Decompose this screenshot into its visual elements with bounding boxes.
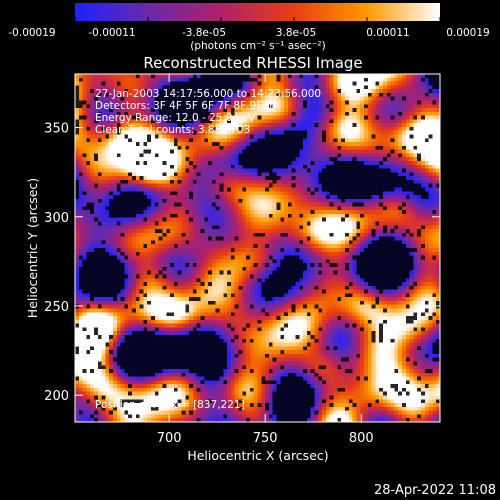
colorbar-tick-label: -0.00019 <box>8 27 55 39</box>
chart-title: Reconstructed RHESSI Image <box>143 54 362 72</box>
y-tick-label: 200 <box>44 389 69 404</box>
plot-frame <box>74 73 441 423</box>
annotation-line: Clean Total counts: 3.88E+03 <box>95 124 250 136</box>
x-tick-label: 750 <box>253 431 278 446</box>
x-tick-label: 700 <box>157 431 182 446</box>
axis-ticks: 700 750 800 200 250 300 350 <box>44 74 440 446</box>
y-tick-label: 350 <box>44 122 69 137</box>
colorbar-ticks: -0.00019 -0.00011 -3.8e-05 3.8e-05 0.00011 0.… <box>8 17 490 39</box>
annotation-line: 27-Jan-2003 14:17:56.000 to 14:23:56.000 <box>95 88 321 100</box>
x-axis-label: Heliocentric X (arcsec) <box>187 448 328 463</box>
footer-timestamp: 28-Apr-2022 11:08 <box>374 483 496 498</box>
annotation-line: Detectors: 3F 4F 5F 6F 7F 8F 9F 0 <box>95 100 272 112</box>
colorbar-tick-label: 3.8e-05 <box>276 27 316 39</box>
annotation-line: Energy Range: 12.0 - 25.0 keV <box>95 112 256 124</box>
annotations: 27-Jan-2003 14:17:56.000 to 14:23:56.000… <box>95 88 321 411</box>
colorbar-tick-label: 0.00019 <box>446 27 489 39</box>
plot-area: 700 750 800 200 250 300 350 <box>44 73 441 446</box>
colorbar-tick-label: 0.00011 <box>366 27 409 39</box>
y-tick-label: 300 <box>44 211 69 226</box>
colorbar: -0.00019 -0.00011 -3.8e-05 3.8e-05 0.00011 0.… <box>8 3 490 52</box>
peak-position-label: Position of Peak = [837,221] <box>95 399 245 411</box>
x-tick-label: 800 <box>349 431 374 446</box>
heatmap-image <box>75 74 440 422</box>
y-axis-label: Heliocentric Y (arcsec) <box>25 178 40 318</box>
colorbar-gradient <box>75 3 440 21</box>
colorbar-unit-label: (photons cm⁻² s⁻¹ asec⁻²) <box>190 40 325 52</box>
colorbar-tick-label: -0.00011 <box>88 27 135 39</box>
colorbar-tick-label: -3.8e-05 <box>182 27 226 39</box>
y-tick-label: 250 <box>44 300 69 315</box>
